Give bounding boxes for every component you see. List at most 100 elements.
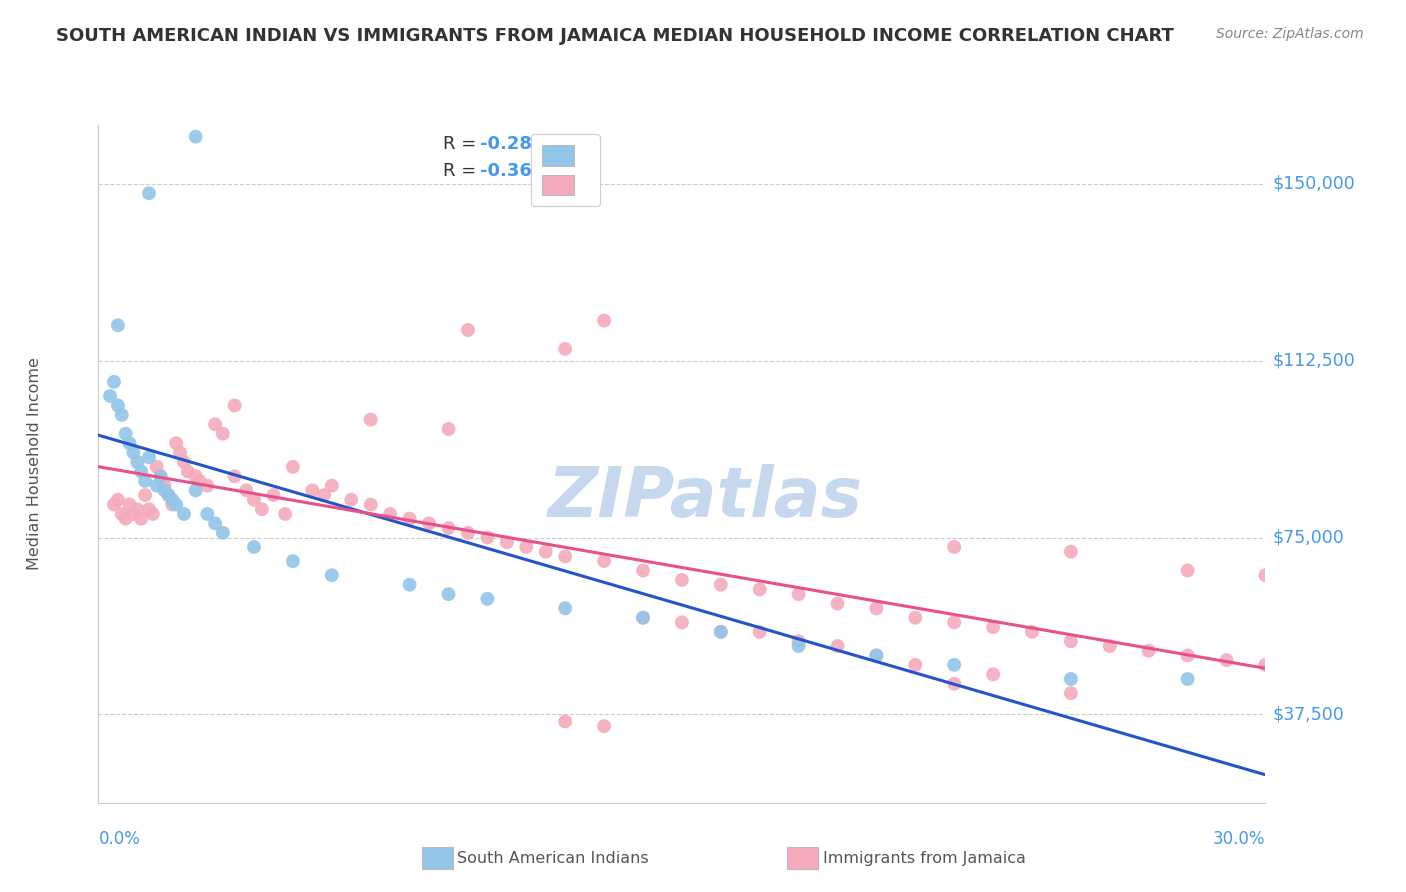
Point xyxy=(1215,653,1237,667)
Point xyxy=(165,498,187,512)
Point xyxy=(111,507,134,521)
Point xyxy=(188,474,211,488)
Point xyxy=(981,620,1004,634)
Text: -0.361: -0.361 xyxy=(479,162,544,180)
Text: 88: 88 xyxy=(571,162,596,180)
Point xyxy=(107,399,129,413)
Point xyxy=(127,455,149,469)
Point xyxy=(138,450,160,465)
Text: $112,500: $112,500 xyxy=(1272,351,1355,369)
Point xyxy=(943,657,966,672)
Point xyxy=(243,492,266,507)
Point xyxy=(122,445,145,459)
Point xyxy=(554,714,576,729)
Point xyxy=(1177,672,1199,686)
Point xyxy=(157,488,180,502)
Point xyxy=(212,525,235,540)
Point xyxy=(631,564,654,578)
Point xyxy=(534,544,557,558)
Text: 0.0%: 0.0% xyxy=(98,830,141,848)
Point xyxy=(321,478,343,492)
Point xyxy=(321,568,343,582)
Point xyxy=(184,469,207,483)
Text: 30.0%: 30.0% xyxy=(1213,830,1265,848)
Point xyxy=(631,610,654,624)
Point xyxy=(224,399,246,413)
Point xyxy=(827,639,849,653)
Point xyxy=(1177,648,1199,663)
Point xyxy=(127,502,149,516)
Point xyxy=(107,492,129,507)
Point xyxy=(103,375,125,389)
Point xyxy=(103,498,125,512)
Point xyxy=(149,469,172,483)
Point xyxy=(114,426,136,441)
Point xyxy=(1137,643,1160,657)
Point xyxy=(281,554,304,568)
Point xyxy=(138,502,160,516)
Point xyxy=(157,488,180,502)
Point xyxy=(195,507,218,521)
Text: SOUTH AMERICAN INDIAN VS IMMIGRANTS FROM JAMAICA MEDIAN HOUSEHOLD INCOME CORRELA: SOUTH AMERICAN INDIAN VS IMMIGRANTS FROM… xyxy=(56,27,1174,45)
Point xyxy=(710,577,733,591)
Point xyxy=(153,478,176,492)
Point xyxy=(748,582,770,597)
Text: $37,500: $37,500 xyxy=(1272,706,1344,723)
Text: $150,000: $150,000 xyxy=(1272,175,1355,193)
Point xyxy=(184,129,207,144)
Point xyxy=(378,507,402,521)
Point xyxy=(671,573,693,587)
Point xyxy=(146,459,169,474)
Point xyxy=(195,478,218,492)
Point xyxy=(177,465,200,479)
Point xyxy=(312,488,335,502)
Point xyxy=(457,525,479,540)
Point xyxy=(495,535,517,549)
Point xyxy=(593,313,616,327)
Point xyxy=(169,445,191,459)
Point xyxy=(146,478,169,492)
Point xyxy=(981,667,1004,681)
Point xyxy=(274,507,297,521)
Point xyxy=(122,507,145,521)
Point xyxy=(118,498,141,512)
Point xyxy=(184,483,207,498)
Text: $75,000: $75,000 xyxy=(1272,529,1344,547)
Point xyxy=(224,469,246,483)
Text: Source: ZipAtlas.com: Source: ZipAtlas.com xyxy=(1216,27,1364,41)
Point xyxy=(554,601,576,615)
Point xyxy=(748,624,770,639)
Point xyxy=(554,342,576,356)
Point xyxy=(418,516,440,531)
Text: N =: N = xyxy=(541,162,576,180)
Point xyxy=(301,483,323,498)
Point xyxy=(360,412,382,426)
Point xyxy=(1254,568,1277,582)
Point xyxy=(904,610,927,624)
Point xyxy=(173,455,195,469)
Point xyxy=(457,323,479,337)
Point xyxy=(631,610,654,624)
Point xyxy=(204,417,226,432)
Point xyxy=(107,318,129,333)
Point xyxy=(398,511,420,525)
Point xyxy=(477,531,499,545)
Point xyxy=(134,488,156,502)
Point xyxy=(865,601,887,615)
Text: Median Household Income: Median Household Income xyxy=(27,358,42,570)
Point xyxy=(943,540,966,554)
Text: -0.288: -0.288 xyxy=(479,135,544,153)
Text: South American Indians: South American Indians xyxy=(457,851,648,865)
Text: Immigrants from Jamaica: Immigrants from Jamaica xyxy=(823,851,1025,865)
Point xyxy=(398,577,420,591)
Legend: , : , xyxy=(531,134,599,206)
Point xyxy=(281,459,304,474)
Point xyxy=(437,521,460,535)
Point xyxy=(262,488,284,502)
Point xyxy=(1098,639,1121,653)
Point xyxy=(904,657,927,672)
Text: ZIPatlas: ZIPatlas xyxy=(548,464,863,532)
Point xyxy=(593,554,616,568)
Point xyxy=(710,624,733,639)
Point xyxy=(437,587,460,601)
